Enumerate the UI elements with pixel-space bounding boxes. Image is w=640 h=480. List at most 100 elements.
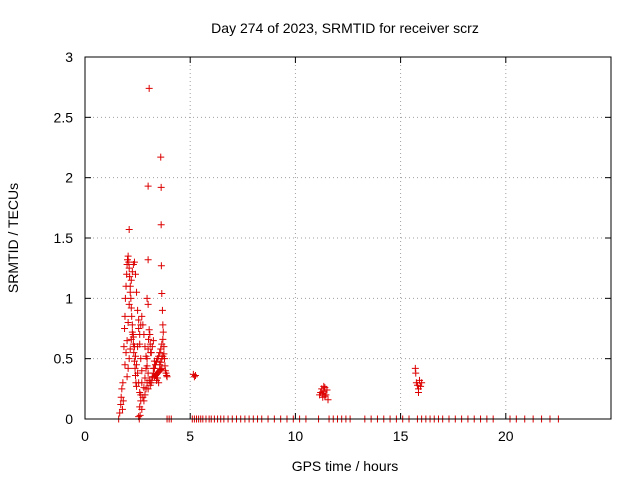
data-point xyxy=(160,350,168,358)
data-point xyxy=(123,337,131,345)
data-point xyxy=(128,328,136,336)
data-point xyxy=(158,290,166,298)
data-point xyxy=(144,182,152,190)
data-point xyxy=(127,294,135,302)
data-point xyxy=(120,343,128,351)
data-point xyxy=(145,326,153,334)
data-point xyxy=(129,333,137,341)
data-point xyxy=(131,270,139,278)
y-tick-label: 3 xyxy=(65,49,73,65)
x-tick-label: 10 xyxy=(288,428,304,444)
data-point xyxy=(418,379,426,387)
data-point xyxy=(130,357,138,365)
data-point xyxy=(144,300,152,308)
data-point xyxy=(130,349,138,357)
data-point xyxy=(158,306,166,314)
data-point xyxy=(321,392,329,400)
data-point xyxy=(157,221,165,229)
data-point xyxy=(119,379,127,387)
data-point xyxy=(123,373,131,381)
data-point xyxy=(320,382,328,390)
x-tick-label: 15 xyxy=(393,428,409,444)
data-point xyxy=(125,264,133,272)
data-point xyxy=(117,393,125,401)
data-point xyxy=(156,349,164,357)
data-point xyxy=(142,385,150,393)
data-point xyxy=(134,306,142,314)
data-point xyxy=(121,325,129,332)
data-point xyxy=(146,331,154,339)
data-point xyxy=(141,343,149,351)
data-point xyxy=(126,282,134,290)
chart-title: Day 274 of 2023, SRMTID for receiver scr… xyxy=(211,20,479,36)
y-tick-label: 1 xyxy=(65,290,73,306)
data-point xyxy=(190,373,198,381)
data-point xyxy=(116,409,124,417)
data-point xyxy=(159,321,167,329)
data-point xyxy=(145,335,153,343)
data-point xyxy=(128,312,136,320)
data-point xyxy=(147,349,155,357)
data-point xyxy=(136,411,144,419)
tick-labels: 0 5 10 15 20 0 0.5 1 1.5 2 2.5 3 xyxy=(54,49,514,444)
data-point xyxy=(414,388,422,396)
data-point xyxy=(412,369,420,377)
data-point xyxy=(118,405,126,413)
data-point xyxy=(122,349,130,357)
data-point xyxy=(135,316,143,324)
data-point xyxy=(323,386,331,394)
data-point xyxy=(124,318,132,326)
data-point xyxy=(324,396,332,404)
data-point xyxy=(126,345,134,353)
data-point xyxy=(125,226,133,234)
data-point xyxy=(141,391,149,399)
data-points xyxy=(115,84,562,423)
data-point xyxy=(135,325,143,332)
y-axis-label: SRMTID / TECUs xyxy=(5,183,21,293)
data-point xyxy=(149,364,157,372)
data-point xyxy=(159,335,167,343)
data-point xyxy=(124,252,132,260)
data-point xyxy=(143,294,151,302)
data-point xyxy=(150,357,158,365)
y-tick-label: 0 xyxy=(65,411,73,427)
x-axis-label: GPS time / hours xyxy=(292,458,399,474)
data-point xyxy=(133,288,141,296)
data-point xyxy=(118,385,126,393)
data-point xyxy=(136,331,144,339)
x-tick-label: 20 xyxy=(498,428,514,444)
data-point xyxy=(137,355,145,363)
data-point xyxy=(141,374,149,382)
data-point xyxy=(127,276,135,284)
data-point xyxy=(142,352,150,360)
data-point xyxy=(143,379,151,387)
data-point xyxy=(121,361,129,369)
data-point xyxy=(157,358,165,366)
data-point xyxy=(413,381,421,389)
data-point xyxy=(149,337,157,345)
data-point xyxy=(144,256,152,264)
data-point xyxy=(148,373,156,381)
y-tick-label: 0.5 xyxy=(54,351,74,367)
data-point xyxy=(134,369,142,377)
data-point xyxy=(133,382,141,390)
data-point xyxy=(154,374,162,382)
data-point xyxy=(158,364,166,372)
data-point xyxy=(140,397,148,405)
data-point xyxy=(117,401,125,409)
data-point xyxy=(125,355,133,363)
data-point xyxy=(157,366,165,374)
data-point xyxy=(136,403,144,411)
data-point xyxy=(138,312,146,320)
data-point xyxy=(126,273,134,281)
data-point xyxy=(131,364,139,372)
axis-ticks xyxy=(84,56,611,420)
data-point xyxy=(133,361,141,369)
plot-frame xyxy=(84,56,612,420)
y-tick-label: 2.5 xyxy=(54,109,74,125)
data-point xyxy=(417,382,425,390)
data-point xyxy=(124,364,132,372)
data-point xyxy=(121,312,129,320)
data-point xyxy=(143,362,151,370)
data-point xyxy=(130,258,138,266)
